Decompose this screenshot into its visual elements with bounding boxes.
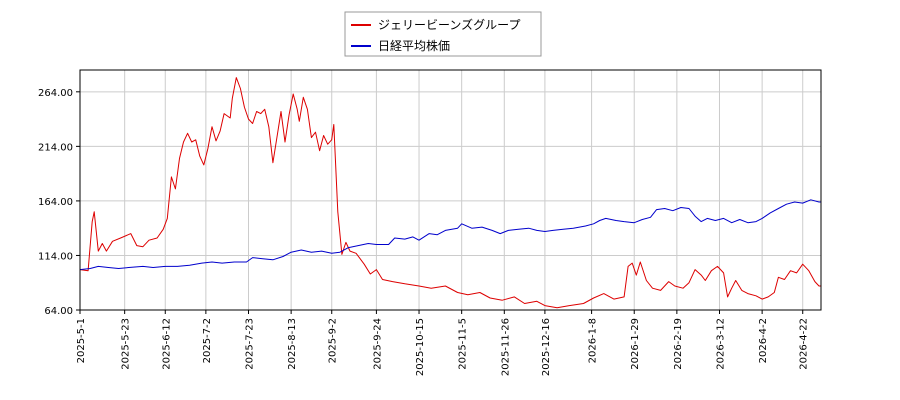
x-tick-label: 2025-10-15	[415, 318, 426, 376]
y-tick-label: 264.00	[38, 88, 73, 99]
x-tick-label: 2025-5-23	[121, 318, 132, 370]
x-tick-label: 2025-12-16	[541, 318, 552, 376]
y-tick-label: 164.00	[38, 197, 73, 208]
x-tick-label: 2025-9-24	[372, 318, 383, 370]
x-tick-label: 2025-8-13	[287, 318, 298, 370]
x-tick-label: 2026-4-2	[758, 318, 769, 363]
grid	[79, 70, 821, 311]
x-tick-label: 2025-11-5	[458, 318, 469, 370]
series-line-0	[79, 77, 821, 309]
x-tick-label: 2025-7-2	[202, 318, 213, 363]
x-axis: 2025-5-1 2025-5-23 2025-6-12 2025-7-2 2025-7…	[76, 310, 810, 376]
x-tick-label: 2026-2-19	[673, 318, 684, 370]
x-tick-label: 2026-3-12	[715, 318, 726, 370]
series-layer	[79, 77, 821, 309]
legend-box	[344, 11, 542, 57]
x-tick-label: 2025-11-26	[500, 318, 511, 376]
y-axis: 64.00 114.00 164.00 214.00 264.00	[38, 88, 80, 317]
y-tick-label: 214.00	[38, 142, 73, 153]
x-tick-label: 2026-1-29	[630, 318, 641, 370]
x-tick-label: 2025-5-1	[76, 318, 87, 363]
legend-label-1: 日経平均株価	[378, 38, 450, 53]
x-tick-label: 2025-9-2	[328, 318, 339, 363]
series-line-1	[79, 199, 821, 271]
legend-label-0: ジェリービーンズグループ	[378, 17, 520, 32]
x-tick-label: 2026-1-8	[588, 318, 599, 363]
x-tick-label: 2025-7-23	[245, 318, 256, 370]
y-tick-label: 114.00	[38, 251, 73, 262]
x-tick-label: 2026-4-22	[799, 318, 810, 370]
y-tick-label: 64.00	[44, 306, 73, 317]
x-tick-label: 2025-6-12	[161, 318, 172, 370]
plot-area-frame	[79, 69, 822, 311]
